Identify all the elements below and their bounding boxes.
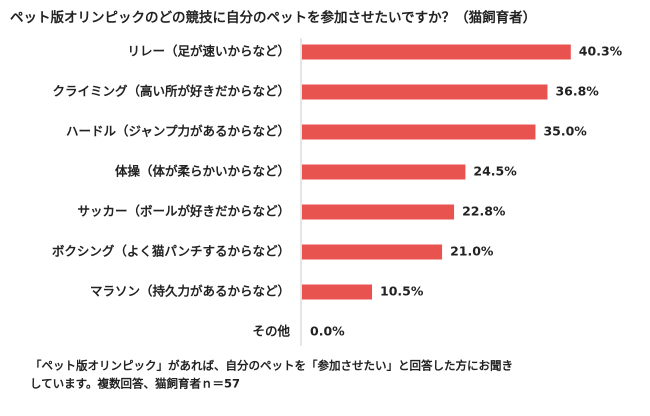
category-label: ハードル（ジャンプ力があるからなど）	[66, 124, 290, 139]
value-label: 40.3%	[579, 44, 623, 59]
category-label: サッカー（ボールが好きだからなど）	[77, 204, 290, 219]
value-label: 21.0%	[450, 244, 494, 259]
value-label: 0.0%	[310, 324, 345, 339]
footnote: 「ペット版オリンピック」があれば、自分のペットを「参加させたい」と回答した方にお…	[30, 359, 513, 373]
value-label: 10.5%	[380, 284, 424, 299]
category-label: ボクシング（よく猫パンチするからなど）	[52, 244, 290, 259]
category-label: マラソン（持久力があるからなど）	[90, 284, 290, 299]
value-label: 24.5%	[473, 164, 517, 179]
category-label: リレー（足が速いからなど）	[127, 44, 290, 59]
category-label: 体操（体が柔らかいからなど）	[115, 164, 290, 179]
bar	[302, 284, 373, 300]
category-label: クライミング（高い所が好きだからなど）	[52, 84, 290, 99]
bar	[302, 124, 536, 140]
value-label: 36.8%	[555, 84, 599, 99]
bar	[302, 84, 548, 100]
footnote: しています。複数回答、猫飼育者ｎ＝57	[30, 377, 240, 391]
chart-title: ペット版オリンピックのどの競技に自分のペットを参加させたいですか？（猫飼育者）	[10, 9, 536, 26]
category-label: その他	[252, 324, 290, 339]
value-label: 22.8%	[462, 204, 506, 219]
value-label: 35.0%	[543, 124, 587, 139]
bar	[302, 204, 455, 220]
bar	[302, 44, 571, 60]
bar	[302, 164, 466, 180]
bar	[302, 244, 443, 260]
